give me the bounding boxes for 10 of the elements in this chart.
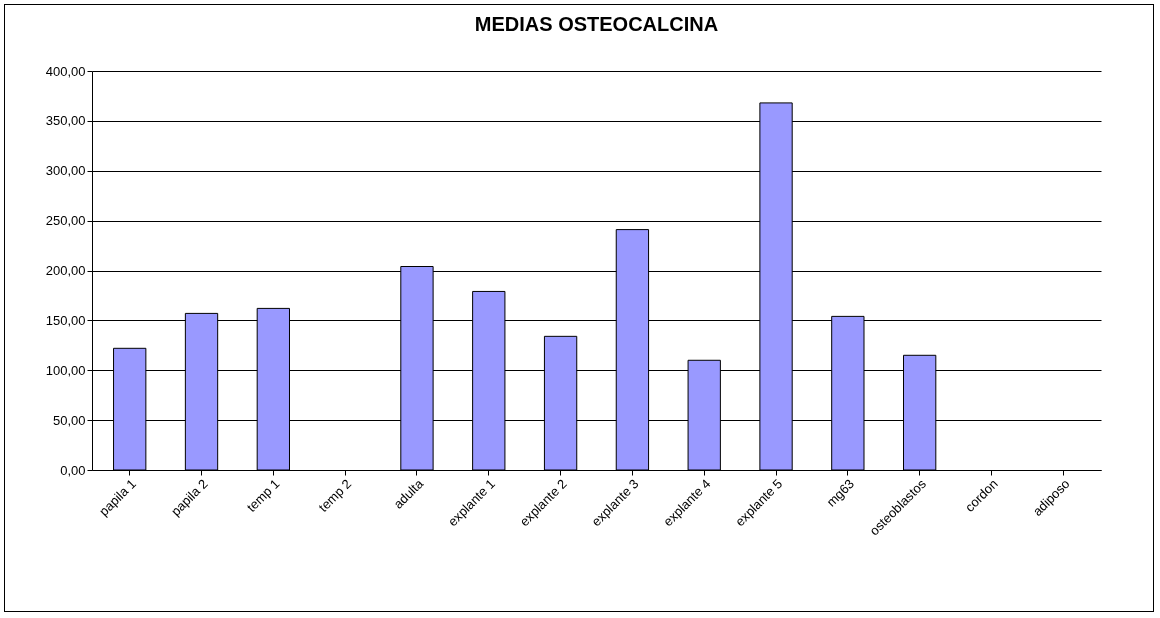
chart-title: MEDIAS OSTEOCALCINA xyxy=(474,13,719,35)
y-tick-label: 50,00 xyxy=(52,412,86,428)
y-tick-label: 250,00 xyxy=(45,213,86,229)
y-tick-label: 200,00 xyxy=(45,263,86,278)
y-tick-label: 150,00 xyxy=(45,312,86,328)
y-tick-label: 400,00 xyxy=(45,63,86,79)
y-tick-label: 100,00 xyxy=(45,362,86,378)
y-tick-label: 0,00 xyxy=(60,462,86,478)
y-tick-label: 350,00 xyxy=(45,113,86,129)
y-tick-label: 300,00 xyxy=(45,163,86,179)
